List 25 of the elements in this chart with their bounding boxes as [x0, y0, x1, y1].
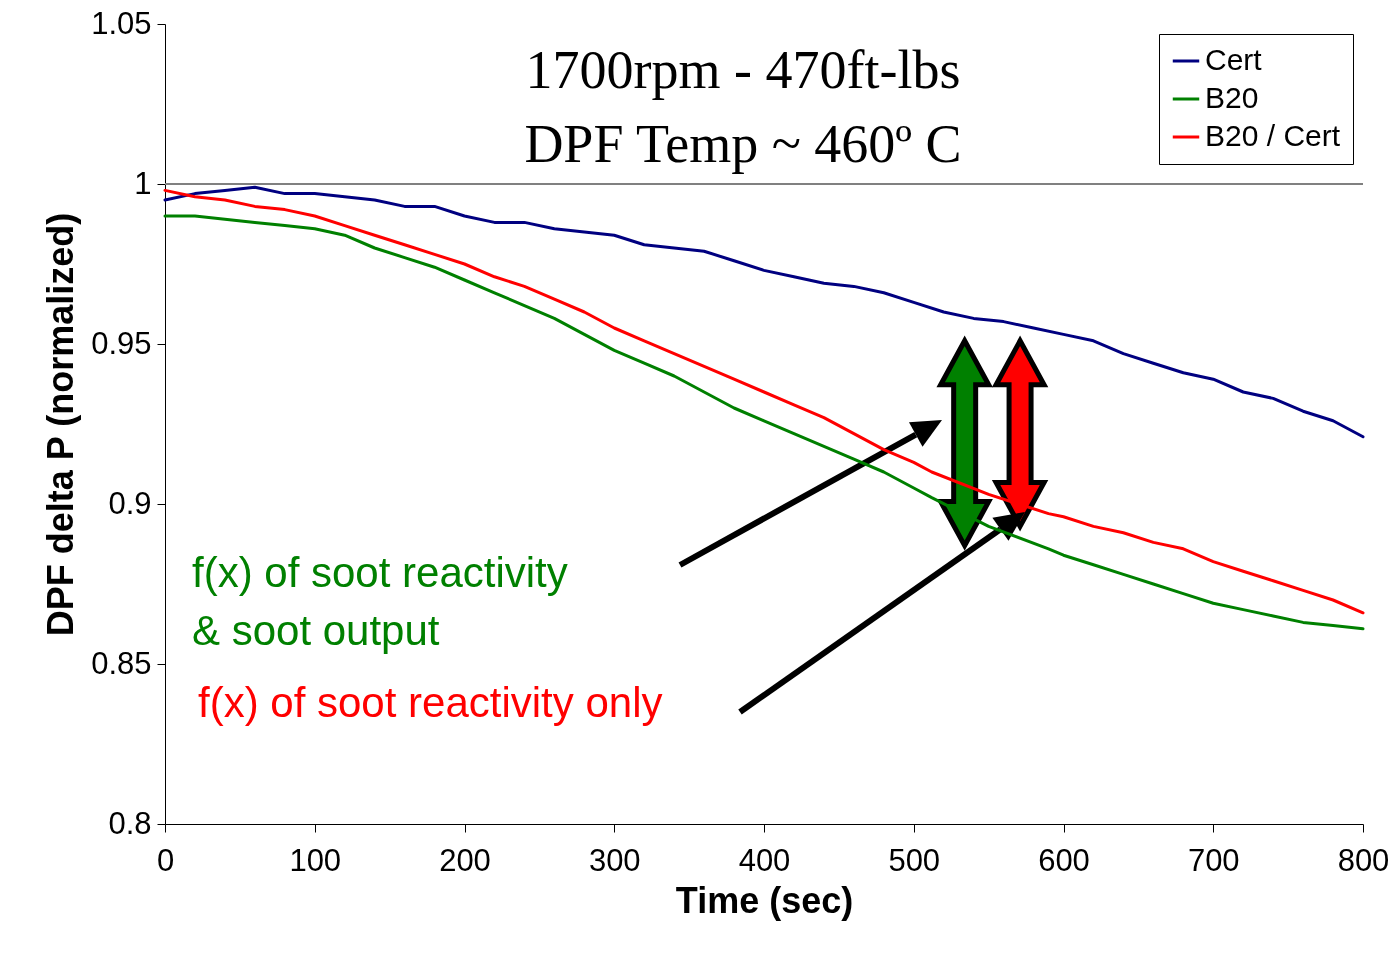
y-tick-label: 0.8	[108, 805, 152, 841]
legend-label: Cert	[1205, 43, 1263, 76]
x-tick-label: 100	[289, 842, 342, 878]
legend-label: B20 / Cert	[1205, 119, 1341, 152]
y-tick-label: 1.05	[91, 5, 152, 41]
chart-title: 1700rpm - 470ft-lbs	[525, 40, 961, 100]
x-tick-label: 0	[156, 842, 175, 878]
text: DPF Temp ~ 460º C	[524, 114, 962, 174]
annotation: f(x) of soot reactivity only	[198, 679, 663, 726]
x-tick-label: 700	[1187, 842, 1240, 878]
annotation: f(x) of soot reactivity & soot output	[192, 549, 568, 654]
y-axis-title: DPF delta P (normalized)	[40, 212, 82, 637]
legend-label: B20	[1205, 81, 1259, 114]
x-tick-label: 300	[588, 842, 641, 878]
x-axis-title: Time (sec)	[675, 879, 854, 921]
y-tick-label: 0.95	[91, 325, 152, 361]
x-tick-label: 800	[1337, 842, 1390, 878]
x-tick-label: 500	[888, 842, 941, 878]
x-tick-label: 200	[439, 842, 491, 878]
line-series	[163, 185, 1365, 439]
x-tick-label: 600	[1038, 842, 1090, 878]
y-tick-label: 0.85	[91, 645, 152, 681]
y-tick-label: 1	[134, 165, 152, 201]
y-tick-label: 0.9	[108, 485, 152, 521]
x-tick-label: 400	[738, 842, 791, 878]
